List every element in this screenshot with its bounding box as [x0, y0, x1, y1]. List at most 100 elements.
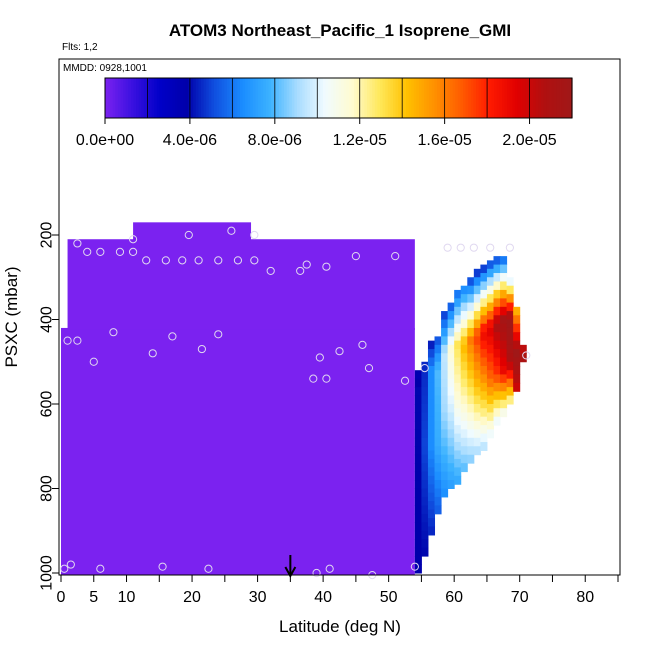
- colorbar-segment: [320, 78, 324, 118]
- colorbar-segment: [377, 78, 381, 118]
- field-cell: [441, 344, 449, 354]
- field-cell: [493, 382, 501, 392]
- field-cell: [473, 429, 481, 439]
- field-cell: [460, 327, 468, 337]
- field-cell: [460, 454, 468, 464]
- field-cell: [467, 404, 475, 413]
- field-cell: [427, 408, 436, 418]
- field-cell: [500, 332, 508, 342]
- field-cell: [421, 539, 429, 549]
- field-cell: [493, 281, 501, 291]
- field-cell: [480, 298, 488, 308]
- colorbar-segment: [136, 78, 140, 118]
- colorbar-segment: [278, 78, 283, 118]
- field-cell: [460, 437, 468, 447]
- field-cell: [473, 319, 481, 329]
- colorbar-segment: [213, 78, 218, 118]
- colorbar-tick-label: 1.6e-05: [418, 132, 472, 149]
- field-cell: [454, 306, 462, 316]
- colorbar-segment: [478, 78, 482, 118]
- field-cell: [421, 547, 429, 557]
- field-cell: [434, 429, 442, 439]
- colorbar-segment: [141, 78, 145, 118]
- field-cell: [421, 530, 429, 540]
- colorbar-segment: [234, 78, 238, 118]
- colorbar-segment: [494, 78, 498, 118]
- heatmap-field: [61, 222, 527, 575]
- colorbar-segment: [190, 78, 194, 118]
- colorbar-segment: [276, 78, 280, 118]
- colorbar-segment: [473, 78, 477, 118]
- field-cell: [454, 332, 462, 342]
- field-cell: [414, 404, 422, 413]
- field-cell: [493, 391, 501, 401]
- field-cell: [421, 522, 429, 532]
- field-cell: [454, 349, 462, 359]
- colorbar-segment: [232, 78, 236, 118]
- field-cell: [467, 319, 475, 329]
- field-cell: [434, 505, 442, 515]
- sample-point: [197, 344, 206, 354]
- colorbar-segment: [247, 78, 251, 118]
- field-cell: [447, 378, 455, 388]
- field-cell: [513, 382, 521, 392]
- field-cell: [467, 420, 475, 430]
- colorbar-segment: [455, 78, 459, 118]
- field-cell: [513, 323, 521, 333]
- colorbar-segment: [520, 78, 524, 118]
- colorbar-segment: [180, 78, 184, 118]
- colorbar-segment: [130, 78, 135, 118]
- field-cell: [500, 408, 508, 418]
- field-cell: [460, 387, 468, 397]
- field-cell: [427, 467, 436, 477]
- field-cell: [486, 311, 494, 320]
- field-cell: [460, 319, 468, 329]
- colorbar-segment: [115, 78, 119, 118]
- field-cell: [427, 526, 436, 536]
- field-cell: [467, 395, 475, 405]
- field-cell: [500, 382, 508, 392]
- field-cell: [414, 496, 422, 506]
- field-cell: [467, 454, 475, 464]
- colorbar-segment: [237, 78, 241, 118]
- field-cell: [441, 404, 449, 413]
- field-cell: [434, 480, 442, 489]
- sample-point: [168, 332, 177, 341]
- field-cell: [493, 357, 501, 367]
- colorbar-segment: [387, 78, 391, 118]
- field-cell: [467, 327, 475, 337]
- colorbar-segment: [496, 78, 500, 118]
- colorbar-segment: [374, 78, 379, 118]
- field-cell: [467, 429, 475, 439]
- sample-point: [486, 243, 495, 252]
- field-cell: [460, 412, 468, 422]
- field-cell: [493, 365, 501, 375]
- colorbar-segment: [156, 78, 161, 118]
- field-cell: [434, 488, 442, 498]
- field-cell: [513, 306, 521, 316]
- sample-point: [96, 247, 105, 256]
- field-cell: [421, 454, 429, 464]
- field-cell: [441, 395, 449, 405]
- sample-point: [115, 247, 125, 256]
- field-cell: [454, 391, 462, 401]
- field-cell: [506, 353, 514, 363]
- field-cell: [441, 437, 449, 447]
- field-cell: [447, 404, 455, 413]
- colorbar-segment: [169, 78, 174, 118]
- marker-arrow-head: [284, 566, 297, 579]
- colorbar-segment: [177, 78, 181, 118]
- colorbar-segment: [530, 78, 534, 118]
- field-cell: [500, 374, 508, 384]
- colorbar-segment: [569, 78, 573, 118]
- colorbar-segment: [488, 78, 493, 118]
- colorbar-segment: [535, 78, 539, 118]
- field-cell: [473, 277, 481, 287]
- field-cell: [460, 370, 468, 380]
- field-cell: [460, 344, 468, 354]
- field-cell: [421, 361, 429, 371]
- sample-points: [60, 226, 531, 580]
- field-cell: [454, 450, 462, 460]
- colorbar-segment: [125, 78, 129, 118]
- field-cell: [480, 357, 488, 367]
